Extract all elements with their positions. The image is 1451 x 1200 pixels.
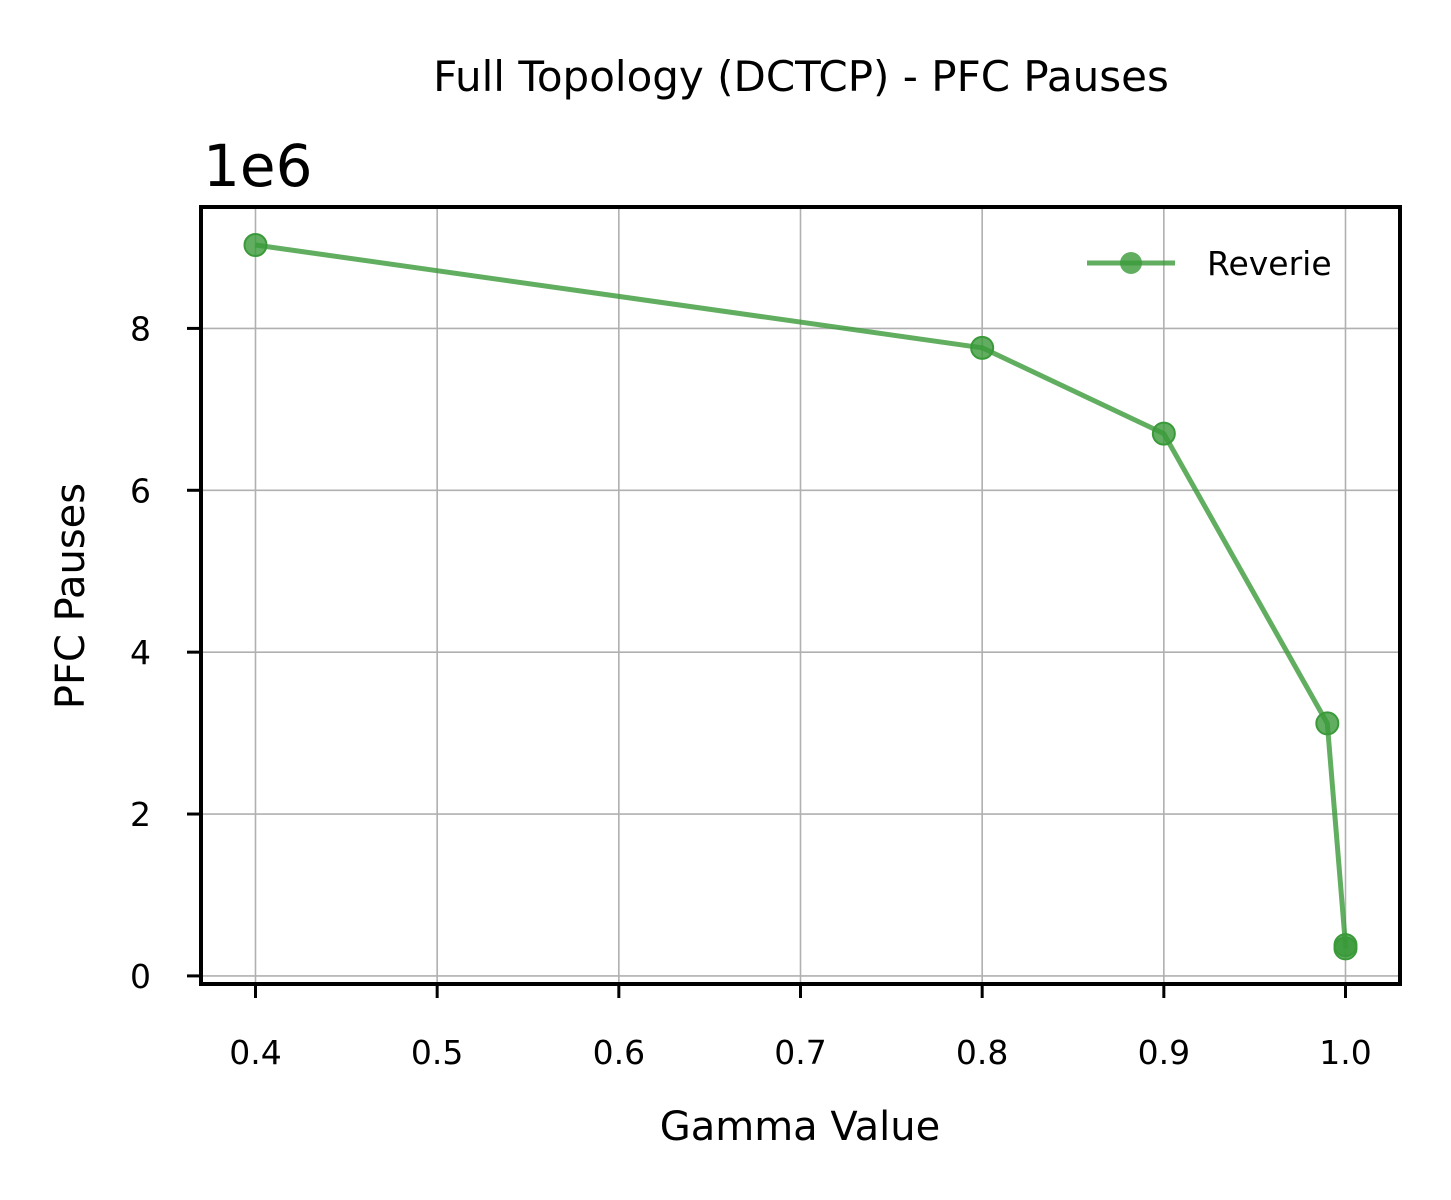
x-tick-label: 0.5 bbox=[411, 1033, 463, 1072]
y-tick-label: 0 bbox=[130, 957, 151, 996]
x-axis-label: Gamma Value bbox=[660, 1104, 941, 1150]
y-axis-label: PFC Pauses bbox=[48, 483, 94, 709]
y-tick-label: 8 bbox=[130, 309, 151, 348]
data-point bbox=[970, 335, 995, 360]
legend-marker bbox=[1120, 252, 1142, 274]
data-point bbox=[243, 233, 268, 258]
data-point bbox=[1333, 936, 1358, 961]
y-tick-label: 2 bbox=[130, 795, 151, 834]
y-tick-label: 6 bbox=[130, 471, 151, 510]
y-tick-label: 4 bbox=[130, 633, 151, 672]
axis-ticks: 0.4 0.5 0.6 0.7 0.8 0.9 1.0 0 2 4 6 8 bbox=[130, 309, 1372, 1072]
y-offset-label: 1e6 bbox=[203, 132, 313, 200]
x-tick-label: 1.0 bbox=[1319, 1033, 1371, 1072]
data-point bbox=[1315, 711, 1340, 736]
data-point bbox=[1151, 421, 1176, 446]
legend: Reverie bbox=[1087, 244, 1332, 283]
x-tick-label: 0.6 bbox=[593, 1033, 645, 1072]
legend-label: Reverie bbox=[1207, 244, 1332, 283]
grid bbox=[201, 207, 1400, 984]
chart-title: Full Topology (DCTCP) - PFC Pauses bbox=[433, 52, 1169, 101]
series-layer bbox=[243, 233, 1358, 961]
x-tick-label: 0.7 bbox=[774, 1033, 826, 1072]
x-tick-label: 0.8 bbox=[956, 1033, 1008, 1072]
x-tick-label: 0.9 bbox=[1138, 1033, 1190, 1072]
plot-area-frame bbox=[199, 205, 1402, 986]
x-tick-label: 0.4 bbox=[229, 1033, 281, 1072]
